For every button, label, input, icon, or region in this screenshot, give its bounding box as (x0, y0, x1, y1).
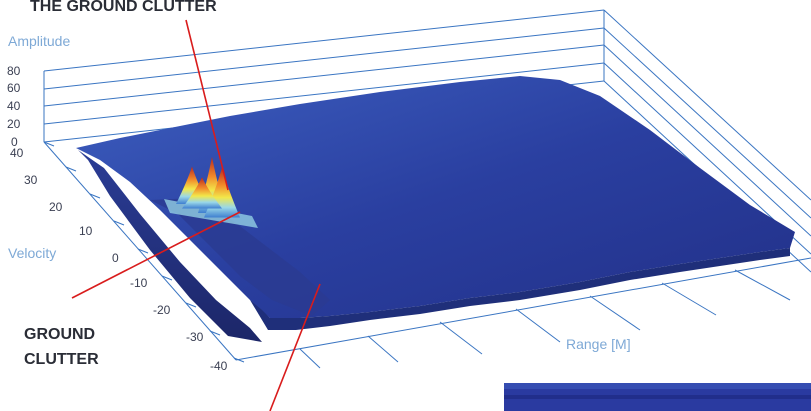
velocity-tick-mark-0 (137, 248, 149, 254)
amplitude-axis-title: Amplitude (8, 33, 70, 49)
back-wall-line-20 (43, 62, 605, 125)
inset-heatmap-band-1 (504, 383, 811, 389)
annotation-clutter-label: CLUTTER (24, 351, 99, 368)
floor-gridline-1 (299, 348, 321, 369)
velocity-tick-40: 40 (10, 146, 24, 160)
velocity-tick-0: 0 (112, 251, 119, 265)
floor-gridline-2 (367, 335, 399, 363)
right-wall-line-3 (603, 44, 811, 237)
amplitude-tick-60: 60 (7, 81, 21, 95)
right-wall-line-1 (603, 9, 811, 201)
velocity-tick-30: 30 (24, 173, 38, 187)
floor-gridline-3 (439, 321, 483, 355)
range-axis-title: Range [M] (566, 336, 631, 352)
annotation-ground-label: GROUND (24, 326, 95, 343)
amplitude-tick-40: 40 (7, 99, 21, 113)
inset-heatmap-band-2 (504, 395, 811, 399)
velocity-tick-20: 20 (49, 200, 63, 214)
velocity-ticks: 40 30 20 10 0 -10 -20 -30 -40 (10, 146, 228, 373)
velocity-tick-m30: -30 (186, 330, 204, 344)
surface-mesh (76, 76, 795, 342)
velocity-tick-mark-10 (113, 220, 125, 226)
floor-gridline-7 (734, 269, 791, 301)
velocity-tick-m40: -40 (210, 359, 228, 373)
velocity-tick-m20: -20 (153, 303, 171, 317)
velocity-tick-mark-m20 (185, 302, 197, 308)
range-axis-line (235, 257, 811, 361)
surface-ridge (150, 198, 330, 316)
amplitude-ticks: 80 60 40 20 0 (7, 64, 21, 149)
back-wall-line-60 (43, 27, 605, 90)
velocity-tick-mark-30 (65, 166, 77, 172)
inset-heatmap-preview (504, 383, 811, 411)
velocity-tick-10: 10 (79, 224, 93, 238)
velocity-axis-line (43, 141, 237, 361)
pointer-line-top (185, 19, 229, 191)
velocity-tick-marks (43, 141, 245, 363)
amplitude-tick-20: 20 (7, 117, 21, 131)
velocity-tick-mark-40 (43, 141, 55, 147)
floor-gridline-5 (589, 295, 641, 331)
pointer-line-left (71, 211, 241, 299)
velocity-tick-mark-m30 (209, 330, 221, 336)
back-wall-line-40 (43, 44, 605, 107)
velocity-tick-mark-20 (89, 193, 101, 199)
velocity-tick-mark-m40 (233, 357, 245, 363)
floor-gridline-6 (661, 282, 717, 316)
clutter-peak (182, 177, 222, 209)
surface-cliff-face (78, 150, 262, 342)
velocity-tick-m10: -10 (130, 276, 148, 290)
annotation-ground-clutter-top: THE GROUND CLUTTER (30, 0, 217, 15)
amplitude-tick-0: 0 (11, 135, 18, 149)
right-wall-line-2 (603, 27, 811, 219)
surface-noise-edge (250, 248, 790, 330)
clutter-peaks (164, 156, 258, 228)
pointer-line-bottom (269, 283, 321, 411)
velocity-axis-title: Velocity (8, 245, 56, 261)
amplitude-tick-80: 80 (7, 64, 21, 78)
back-wall-line-80 (43, 9, 605, 72)
floor-gridline-4 (515, 308, 561, 343)
velocity-tick-mark-m10 (161, 275, 173, 281)
floor-grid (299, 269, 791, 369)
